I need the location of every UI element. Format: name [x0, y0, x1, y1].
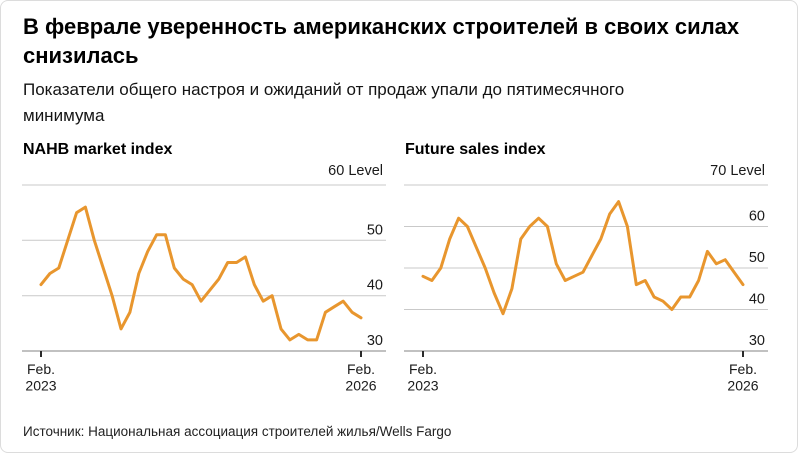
x-axis-date-label: 2026 — [727, 378, 758, 394]
x-axis-date-label: 2023 — [407, 378, 438, 394]
y-axis-tick-label: 60 — [749, 209, 765, 225]
x-axis-date-label: Feb. — [347, 361, 375, 377]
x-axis-date-label: Feb. — [27, 361, 55, 377]
chart-nahb-market-index: NAHB market index 60 Level 50 40 30 Feb. 202… — [22, 141, 386, 413]
y-axis-top-label: 60 Level — [328, 163, 383, 179]
chart-subtitle: Показатели общего настроя и ожиданий от … — [23, 80, 625, 125]
data-line — [39, 205, 363, 342]
data-line — [421, 200, 745, 316]
x-axis-date-label: 2023 — [25, 378, 56, 394]
x-axis-date-label: 2026 — [345, 378, 376, 394]
x-axis-date-label: Feb. — [729, 361, 757, 377]
source-attribution: Источник: Национальная ассоциация строит… — [23, 424, 452, 439]
y-axis-tick-label: 40 — [749, 292, 765, 308]
y-axis-tick-label: 30 — [749, 333, 765, 349]
y-axis-top-label: 70 Level — [710, 163, 765, 179]
y-axis-tick-label: 50 — [367, 222, 383, 238]
x-axis-date-label: Feb. — [409, 361, 437, 377]
chart-headline: В феврале уверенность американских строи… — [23, 14, 740, 68]
y-axis-tick-label: 30 — [367, 333, 383, 349]
chart-future-sales-index: Future sales index 70 Level 60 50 40 30 Feb.… — [404, 141, 768, 413]
y-axis-tick-label: 50 — [749, 250, 765, 266]
chart-title: Future sales index — [405, 141, 546, 158]
y-axis-tick-label: 40 — [367, 278, 383, 294]
chart-title: NAHB market index — [23, 141, 173, 158]
